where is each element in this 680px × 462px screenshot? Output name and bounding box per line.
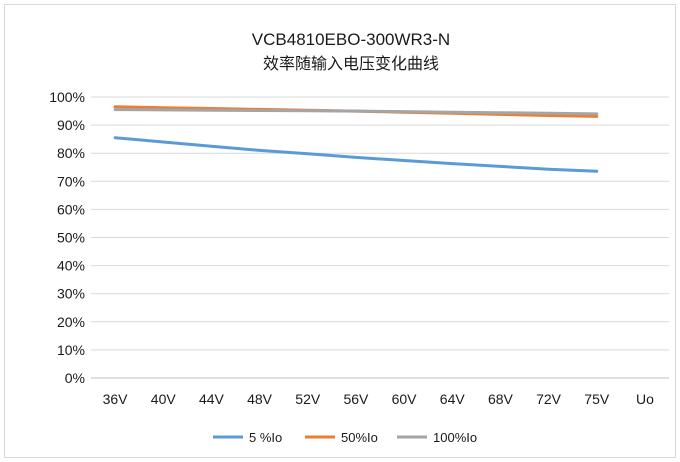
x-tick-label: 40V bbox=[151, 391, 177, 407]
x-tick-label: 68V bbox=[488, 391, 514, 407]
x-tick-label: 52V bbox=[295, 391, 321, 407]
legend-label: 100%Io bbox=[433, 430, 477, 445]
x-tick-label: 44V bbox=[199, 391, 225, 407]
x-tick-label: 64V bbox=[440, 391, 466, 407]
y-tick-label: 100% bbox=[49, 89, 85, 105]
x-tick-label: Uo bbox=[636, 391, 654, 407]
x-tick-label: 36V bbox=[103, 391, 129, 407]
series-line-0 bbox=[113, 136, 599, 173]
y-tick-label: 60% bbox=[57, 201, 85, 217]
x-tick-label: 72V bbox=[536, 391, 562, 407]
chart-frame: VCB4810EBO-300WR3-N 效率随输入电压变化曲线 0% 10% 20%… bbox=[4, 4, 676, 458]
y-tick-label: 50% bbox=[57, 230, 85, 246]
y-tick-label: 40% bbox=[57, 258, 85, 274]
efficiency-chart: VCB4810EBO-300WR3-N 效率随输入电压变化曲线 0% 10% 20%… bbox=[49, 30, 669, 445]
y-tick-label: 30% bbox=[57, 286, 85, 302]
x-tick-label: 48V bbox=[247, 391, 273, 407]
legend-label: 5 %Io bbox=[249, 430, 282, 445]
y-tick-label: 0% bbox=[65, 370, 85, 386]
x-tick-label: 56V bbox=[343, 391, 369, 407]
x-tick-label: 75V bbox=[584, 391, 610, 407]
chart-title: VCB4810EBO-300WR3-N bbox=[252, 30, 450, 49]
y-tick-label: 70% bbox=[57, 173, 85, 189]
y-tick-label: 80% bbox=[57, 145, 85, 161]
y-tick-label: 90% bbox=[57, 117, 85, 133]
series-line-2 bbox=[113, 108, 599, 116]
x-tick-label: 60V bbox=[392, 391, 418, 407]
y-tick-label: 20% bbox=[57, 314, 85, 330]
chart-subtitle: 效率随输入电压变化曲线 bbox=[263, 55, 439, 73]
y-tick-label: 10% bbox=[57, 342, 85, 358]
legend-label: 50%Io bbox=[341, 430, 378, 445]
